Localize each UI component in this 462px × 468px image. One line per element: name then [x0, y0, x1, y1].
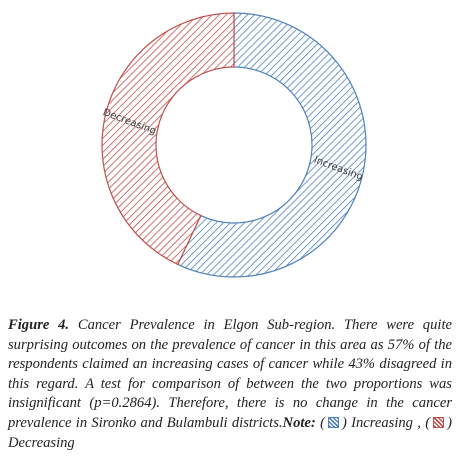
caption-text: (: [425, 414, 431, 431]
caption-text: Note:: [282, 414, 316, 431]
donut-segment: [176, 12, 367, 278]
caption-text: (: [320, 414, 325, 431]
caption-text: ): [447, 414, 452, 431]
legend-swatch: [433, 416, 445, 428]
donut-segment: [101, 12, 235, 266]
caption: Figure 4. Cancer Prevalence in Elgon Sub…: [8, 316, 452, 453]
caption-text: Increasing: [351, 414, 413, 431]
caption-text: Cancer Prevalence in Elgon Sub-region. T…: [8, 317, 452, 431]
caption-text: Decreasing: [8, 434, 75, 451]
caption-text: ): [341, 414, 347, 431]
caption-text: Figure 4.: [8, 317, 70, 333]
caption-text: ,: [417, 414, 421, 431]
legend-swatch: [327, 416, 339, 428]
